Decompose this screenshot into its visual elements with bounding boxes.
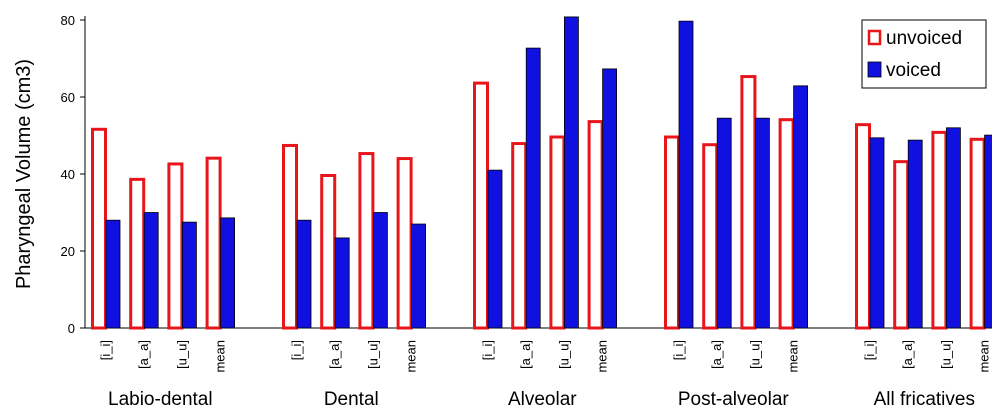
y-axis-label: Pharyngeal Volume (cm3) [13, 59, 35, 289]
bar [282, 143, 298, 330]
bar [411, 223, 427, 329]
legend-box [861, 19, 987, 89]
bar [105, 219, 121, 329]
bar [320, 174, 337, 330]
legend-swatch [867, 29, 882, 46]
x-tick-label: mean [595, 340, 610, 373]
x-tick-label: mean [404, 340, 419, 373]
bar [91, 127, 107, 330]
x-tick-label: mean [977, 340, 992, 373]
bar [587, 120, 604, 330]
bar [793, 85, 808, 329]
bar [487, 169, 503, 329]
x-tick-label: mean [213, 340, 228, 373]
group-label: All fricatives [874, 389, 975, 410]
x-tick-label: [a_a] [709, 340, 724, 369]
bar [473, 81, 489, 330]
x-tick-label: [i_i] [289, 340, 304, 360]
bar [907, 139, 923, 329]
bar [511, 142, 528, 330]
x-tick-label: [i_i] [862, 340, 877, 360]
x-tick-label: [a_a] [900, 340, 915, 369]
bar [181, 221, 197, 329]
x-tick-label: [a_a] [136, 340, 151, 369]
x-tick-label: [u_u] [174, 340, 189, 369]
x-tick-label: [i_i] [98, 340, 113, 360]
bar [396, 157, 413, 330]
bar [778, 118, 795, 330]
x-tick-label: [a_a] [518, 340, 533, 369]
bar [296, 219, 312, 329]
y-tick-label: 40 [61, 167, 75, 182]
bar [893, 160, 910, 330]
x-tick-label: mean [786, 340, 801, 373]
bar [525, 47, 541, 329]
legend-label: voiced [886, 60, 941, 81]
bar [372, 212, 388, 329]
x-tick-label: [a_a] [327, 340, 342, 369]
bar [602, 68, 617, 329]
group-label: Dental [324, 389, 379, 410]
bar [702, 143, 719, 330]
bar [984, 134, 992, 329]
x-tick-label: [u_u] [556, 340, 571, 369]
y-tick-label: 80 [61, 13, 75, 28]
x-tick-label: [u_u] [938, 340, 953, 369]
bar [334, 237, 350, 329]
y-tick-label: 0 [68, 321, 75, 336]
x-tick-label: [i_i] [480, 340, 495, 360]
bar [220, 217, 236, 329]
x-tick-label: [u_u] [747, 340, 762, 369]
legend-swatch [867, 61, 882, 78]
bar [664, 135, 680, 330]
bar [969, 137, 986, 330]
bar [549, 135, 566, 330]
bar [755, 117, 770, 329]
x-tick-label: [u_u] [365, 340, 380, 369]
group-label: Alveolar [508, 389, 577, 410]
bar [931, 130, 948, 330]
group-label: Labio-dental [108, 389, 213, 410]
bar [946, 127, 961, 329]
x-tick-label: [i_i] [671, 340, 686, 360]
y-tick-label: 20 [61, 244, 75, 259]
legend-label: unvoiced [886, 28, 962, 49]
bar [678, 20, 694, 329]
y-tick-label: 60 [61, 90, 75, 105]
bar [564, 16, 579, 329]
bar [716, 117, 732, 329]
bar [167, 162, 184, 330]
bar [358, 152, 375, 330]
group-label: Post-alveolar [678, 389, 790, 410]
bar [129, 177, 146, 330]
bar [205, 156, 222, 330]
bar [740, 75, 757, 330]
bar [143, 212, 159, 329]
bar [855, 123, 871, 330]
bar [869, 137, 885, 329]
